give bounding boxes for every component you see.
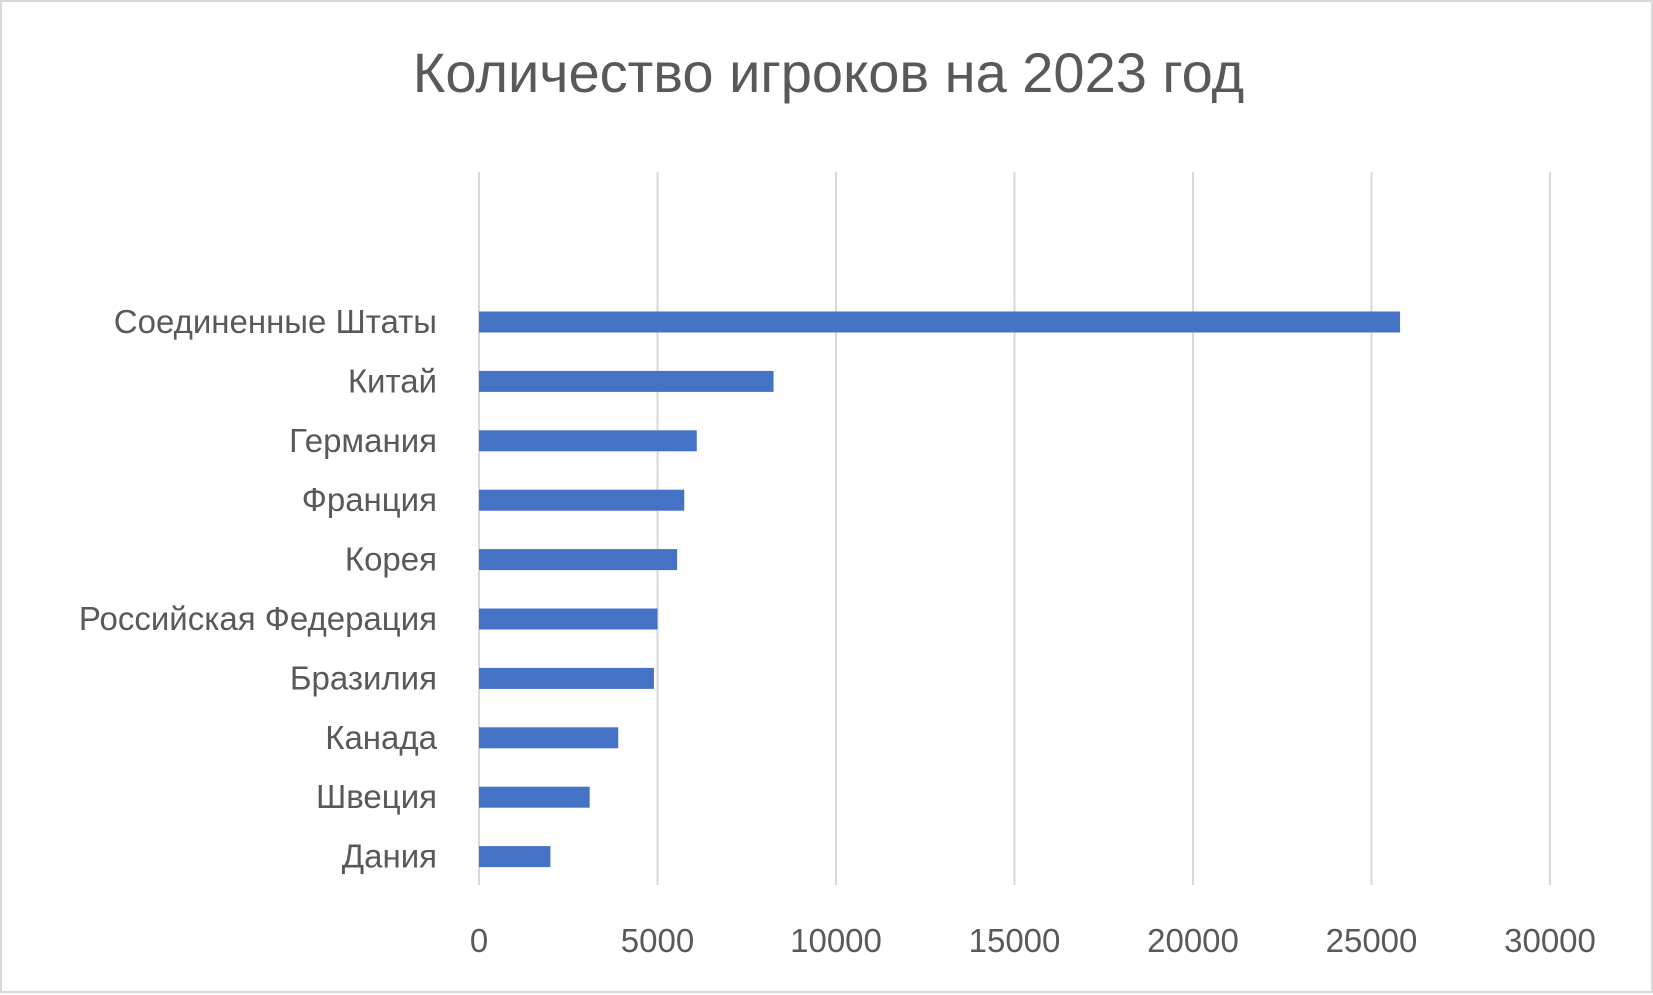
- bars: [479, 311, 1401, 868]
- category-label: Российская Федерация: [79, 600, 437, 637]
- bar: [479, 370, 774, 392]
- x-tick-label: 15000: [969, 922, 1061, 959]
- category-label: Канада: [325, 719, 437, 756]
- x-tick-label: 5000: [621, 922, 694, 959]
- bar: [479, 489, 685, 511]
- x-tick-label: 30000: [1504, 922, 1596, 959]
- bar: [479, 549, 678, 571]
- bar: [479, 430, 697, 452]
- category-label: Корея: [345, 541, 437, 578]
- category-label: Бразилия: [290, 659, 437, 696]
- category-labels: Соединенные Штаты Китай Германия Франция Кор…: [79, 303, 438, 875]
- x-tick-label: 10000: [790, 922, 882, 959]
- bar: [479, 727, 619, 749]
- x-tick-label: 25000: [1326, 922, 1418, 959]
- category-label: Германия: [289, 422, 437, 459]
- category-label: Дания: [342, 838, 437, 875]
- category-label: Франция: [302, 481, 437, 518]
- bar: [479, 311, 1401, 333]
- x-tick-label: 20000: [1147, 922, 1239, 959]
- bar: [479, 608, 658, 630]
- bar: [479, 667, 654, 689]
- category-label: Соединенные Штаты: [114, 303, 437, 340]
- category-label: Китай: [348, 362, 437, 399]
- x-axis-tick-labels: 0 5000 10000 15000 20000 25000 30000: [470, 922, 1596, 959]
- gridlines: [478, 172, 1551, 885]
- bar: [479, 846, 551, 868]
- bar: [479, 786, 590, 808]
- x-tick-label: 0: [470, 922, 488, 959]
- chart-title: Количество игроков на 2023 год: [412, 41, 1245, 104]
- category-label: Швеция: [316, 778, 437, 815]
